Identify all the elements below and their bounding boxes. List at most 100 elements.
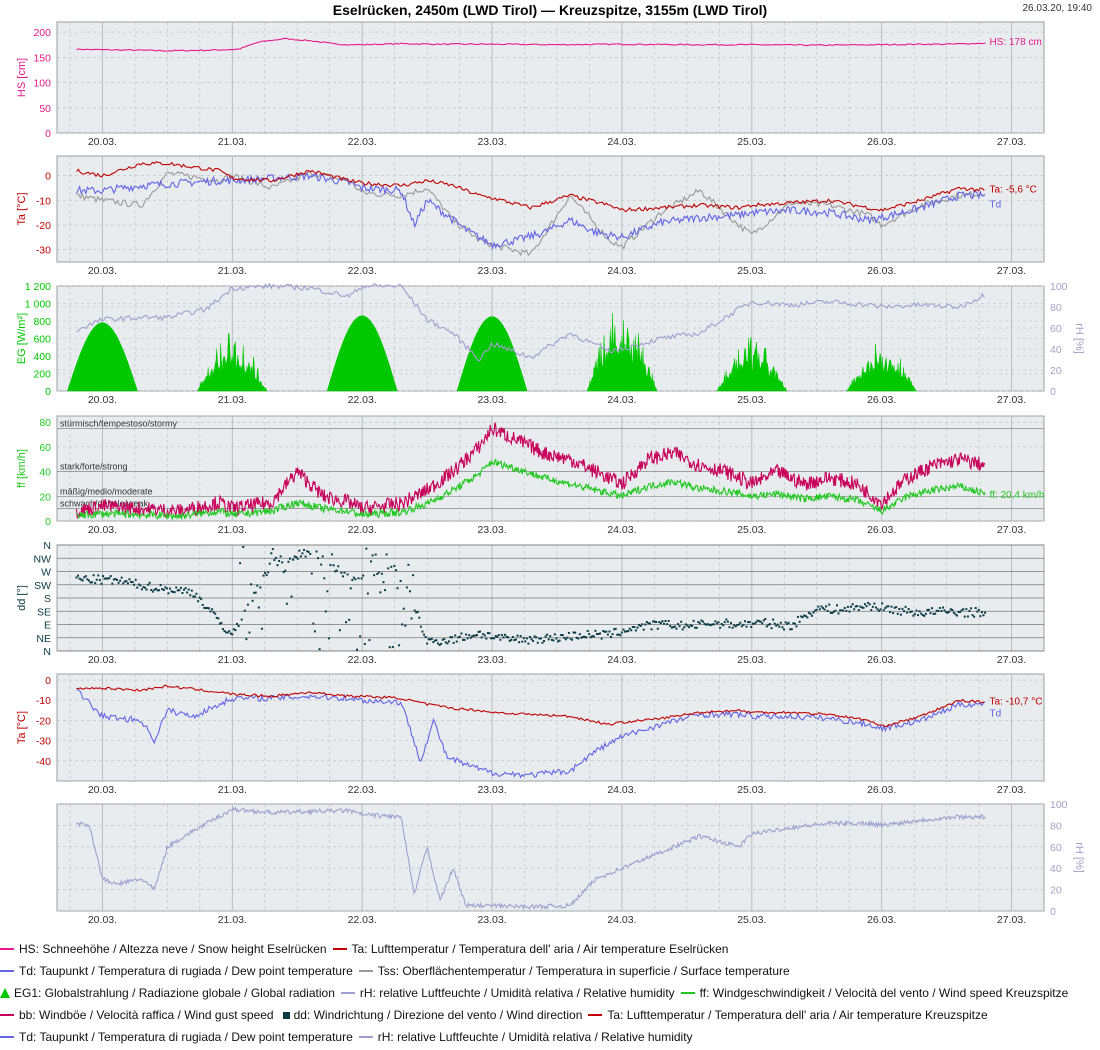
dd-point (627, 630, 630, 633)
dd-point (491, 637, 494, 640)
dd-point (265, 574, 268, 577)
y-tick-label: 60 (39, 442, 51, 454)
dd-point (960, 609, 963, 612)
dd-point (622, 628, 625, 631)
dd-point (873, 602, 876, 605)
dd-point (616, 633, 619, 636)
x-tick-label: 22.03. (348, 136, 377, 148)
dd-point (377, 571, 380, 574)
dd-point (497, 634, 500, 637)
dd-point (561, 634, 564, 637)
dd-point (536, 641, 539, 644)
dd-point (485, 637, 488, 640)
dd-point (892, 612, 895, 615)
dd-point (645, 620, 648, 623)
dd-point (368, 639, 371, 642)
dd-point (860, 606, 863, 609)
dd-point (839, 609, 842, 612)
y-tick-label: -10 (36, 695, 51, 707)
chart-title: Eselrücken, 2450m (LWD Tirol) — Kreuzspi… (332, 2, 768, 18)
dd-point (486, 632, 489, 635)
dd-point (798, 620, 801, 623)
dd-point (318, 648, 321, 651)
dd-point (246, 603, 249, 606)
x-tick-label: 26.03. (867, 265, 896, 277)
legend-symbol (358, 970, 373, 972)
y-tick-label: -30 (36, 736, 51, 748)
legend-item: dd: Windrichtung / Direzione del vento /… (280, 1008, 582, 1022)
x-tick-label: 24.03. (607, 654, 636, 666)
dd-point (97, 574, 100, 577)
dd-point (631, 625, 634, 628)
dd-point (321, 555, 324, 558)
dd-point (904, 605, 907, 608)
x-tick-label: 22.03. (348, 914, 377, 926)
dd-point (728, 626, 731, 629)
dd-point (221, 628, 224, 631)
dd-point (927, 608, 930, 611)
dd-point (532, 640, 535, 643)
dd-point (845, 609, 848, 612)
x-tick-label: 20.03. (88, 136, 117, 148)
dd-point (856, 605, 859, 608)
dd-point (588, 633, 591, 636)
dd-point (354, 578, 357, 581)
legend-symbol (358, 1036, 373, 1038)
dd-point (446, 642, 449, 645)
bb-line (75, 422, 986, 520)
dd-point (809, 612, 812, 615)
dd-point (800, 615, 803, 618)
dd-point (823, 608, 826, 611)
dd-point (296, 557, 299, 560)
dd-point (585, 636, 588, 639)
dd-point (759, 620, 762, 623)
dd-point (940, 609, 943, 612)
y-tick-label: 0 (45, 516, 51, 528)
dd-point (298, 549, 301, 552)
dd-point (913, 613, 916, 616)
dd-point (349, 587, 352, 590)
dd-point (610, 635, 613, 638)
dd-point (775, 624, 778, 627)
series-end-label: Ta: -10,7 °C (990, 696, 1043, 707)
y-tick-label: N (43, 540, 51, 552)
dd-point (884, 606, 887, 609)
dd-point (257, 606, 260, 609)
dd-point (586, 630, 589, 633)
x-tick-label: 27.03. (997, 136, 1026, 148)
dd-point (204, 607, 207, 610)
dd-point (240, 618, 243, 621)
dd-point (653, 620, 656, 623)
dd-point (821, 607, 824, 610)
y-tick-label: 40 (39, 467, 51, 479)
dd-point (493, 637, 496, 640)
y-tick-label: 0 (45, 171, 51, 183)
dd-point (193, 595, 196, 598)
dd-point (965, 608, 968, 611)
legend-item: HS: Schneehöhe / Altezza neve / Snow hei… (0, 942, 327, 956)
dd-point (500, 633, 503, 636)
dd-point (636, 626, 639, 629)
dd-point (630, 629, 633, 632)
dd-point (130, 580, 133, 583)
dd-point (946, 611, 949, 614)
legend-item: rH: relative Luftfeuchte / Umidità relat… (358, 1030, 693, 1044)
dd-point (447, 640, 450, 643)
dd-point (748, 621, 751, 624)
y-tick-label: 100 (33, 78, 51, 90)
dd-point (599, 632, 602, 635)
y2-tick-label: 100 (1050, 799, 1068, 811)
dd-point (396, 587, 399, 590)
dd-point (285, 602, 288, 605)
dd-point (761, 622, 764, 625)
dd-point (923, 614, 926, 617)
dd-point (167, 592, 170, 595)
x-tick-label: 23.03. (477, 524, 506, 536)
dd-point (78, 577, 81, 580)
dd-point (647, 622, 650, 625)
dd-point (217, 617, 220, 620)
dd-point (541, 641, 544, 644)
dd-point (516, 634, 519, 637)
y-tick-label: 200 (33, 369, 51, 381)
panel-eg_rh: 20.03. 21.03. 22.03. 23.03. 24.03. 25.03. 26.0… (16, 281, 1085, 406)
